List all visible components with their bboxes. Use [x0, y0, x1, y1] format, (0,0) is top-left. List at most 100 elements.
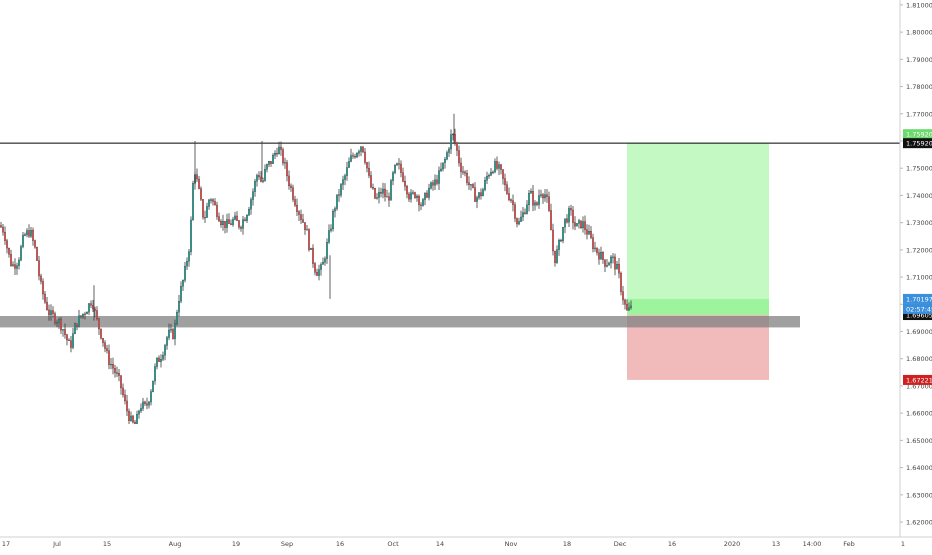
candle-body	[598, 252, 600, 260]
candle-body	[604, 259, 606, 267]
candle-body	[448, 148, 450, 153]
candle-body	[244, 219, 246, 221]
candle-body	[534, 202, 536, 206]
candle-body	[422, 199, 424, 206]
candle-body	[464, 171, 466, 174]
candle-body	[36, 247, 38, 261]
candle-body	[398, 163, 400, 165]
x-tick-label: 2020	[724, 540, 741, 548]
candle-body	[186, 261, 188, 267]
candle-body	[622, 291, 624, 301]
candle-body	[402, 172, 404, 182]
candle-body	[268, 161, 270, 165]
faint-target-price-tag[interactable]	[903, 129, 932, 140]
candle-body	[172, 329, 174, 339]
candle-body	[196, 174, 198, 180]
x-tick-label: 16	[668, 540, 676, 548]
candle-body	[384, 188, 386, 197]
candle-body	[134, 421, 136, 424]
candle-body	[128, 410, 130, 421]
candle-body	[550, 210, 552, 231]
candle-body	[586, 229, 588, 235]
y-tick-label: 1.71000	[906, 274, 932, 282]
candle-body	[418, 195, 420, 206]
candle-body	[582, 221, 584, 229]
candle-body	[380, 192, 382, 194]
candle-body	[574, 222, 576, 227]
countdown-tag-text: 02:57:45	[906, 305, 932, 313]
candle-body	[336, 194, 338, 209]
x-tick-label: 13	[772, 540, 780, 548]
candle-body	[208, 199, 210, 207]
current-price-tag[interactable]	[903, 293, 932, 304]
candle-body	[148, 401, 150, 406]
candle-body	[220, 221, 222, 226]
candle-body	[272, 155, 274, 164]
candle-body	[312, 247, 314, 264]
candle-body	[124, 394, 126, 402]
candle-body	[324, 258, 326, 263]
candle-body	[144, 401, 146, 404]
candle-body	[222, 221, 224, 226]
x-tick-label: Feb	[843, 540, 855, 548]
candle-body	[428, 188, 430, 198]
candle-body	[572, 209, 574, 223]
candle-body	[348, 161, 350, 168]
candle-body	[80, 315, 82, 317]
candle-body	[394, 164, 396, 173]
candle-body	[612, 256, 614, 258]
target-price-tag[interactable]	[903, 138, 932, 149]
candle-body	[30, 230, 32, 237]
candle-body	[344, 175, 346, 180]
profit-zone[interactable]	[627, 143, 769, 316]
candle-body	[266, 164, 268, 170]
candle-body	[102, 338, 104, 343]
candle-body	[408, 193, 410, 200]
candle-body	[500, 164, 502, 170]
candle-body	[514, 204, 516, 219]
candle-body	[424, 192, 426, 200]
stop-price-tag[interactable]	[903, 374, 932, 385]
candle-body	[556, 249, 558, 263]
candle-body	[210, 199, 212, 201]
candle-body	[156, 357, 158, 367]
candle-body	[2, 226, 4, 233]
candle-body	[232, 219, 234, 225]
candle-body	[292, 187, 294, 200]
candle-body	[94, 308, 96, 311]
candle-body	[482, 189, 484, 197]
y-tick-label: 1.68000	[906, 355, 932, 363]
candle-body	[542, 194, 544, 199]
candle-body	[14, 264, 16, 269]
candle-body	[118, 373, 120, 376]
candle-body	[38, 260, 40, 277]
candle-body	[524, 212, 526, 214]
support-zone[interactable]	[0, 315, 800, 328]
candle-body	[516, 218, 518, 225]
faint-target-price-tag-text: 1.75920	[906, 131, 932, 139]
candle-body	[334, 208, 336, 212]
candle-body	[270, 161, 272, 164]
candle-body	[544, 194, 546, 199]
candle-body	[400, 163, 402, 173]
y-tick-label: 1.73000	[906, 219, 932, 227]
candle-body	[594, 247, 596, 249]
candle-body	[240, 227, 242, 229]
profit-filled-band	[627, 298, 769, 316]
candle-body	[474, 187, 476, 202]
candle-body	[560, 240, 562, 242]
candle-body	[20, 246, 22, 261]
candle-body	[72, 333, 74, 348]
x-tick-label: Sep	[281, 540, 293, 548]
entry-price-tag[interactable]	[903, 310, 932, 321]
x-tick-label: 19	[232, 540, 240, 548]
candle-body	[198, 178, 200, 189]
candle-body	[212, 199, 214, 202]
candle-body	[56, 322, 58, 324]
candle-body	[366, 162, 368, 169]
x-tick-label: Oct	[387, 540, 399, 548]
candle-body	[126, 400, 128, 412]
candle-body	[88, 303, 90, 313]
